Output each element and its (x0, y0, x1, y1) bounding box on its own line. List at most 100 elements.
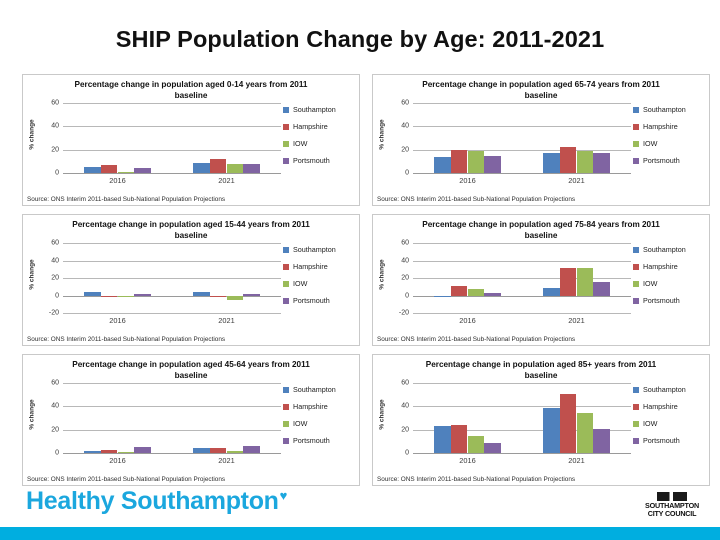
bar-iow-2021 (576, 267, 594, 296)
legend-item-hampshire[interactable]: Hampshire (633, 258, 705, 275)
bar-hampshire-2016 (450, 285, 468, 296)
bar-hampshire-2021 (209, 295, 227, 298)
legend-label: Portsmouth (643, 156, 680, 165)
page-title: SHIP Population Change by Age: 2011-2021 (115, 26, 605, 52)
legend-swatch-icon (283, 140, 289, 147)
bar-southampton-2021 (542, 287, 560, 296)
legend-label: IOW (293, 139, 308, 148)
legend-label: IOW (643, 419, 658, 428)
bar-hampshire-2021 (209, 448, 227, 453)
chart-source-note: Source: ONS Interim 2011-based Sub-Natio… (27, 476, 226, 483)
legend-item-southampton[interactable]: Southampton (633, 241, 705, 258)
x-axis-tick: 2021 (568, 456, 585, 465)
bar-portsmouth-2021 (593, 281, 611, 296)
legend-item-hampshire[interactable]: Hampshire (283, 118, 355, 135)
bar-hampshire-2016 (100, 449, 118, 453)
legend-label: Hampshire (643, 262, 678, 271)
legend-label: Portsmouth (643, 296, 680, 305)
legend-item-hampshire[interactable]: Hampshire (633, 118, 705, 135)
legend-swatch-icon (633, 403, 639, 410)
chart-legend: Southampton Hampshire IOW Portsmouth (283, 101, 355, 169)
y-axis-tick: 40 (51, 122, 59, 130)
chart-title: Percentage change in population aged 15-… (29, 219, 353, 241)
legend-item-iow[interactable]: IOW (633, 135, 705, 152)
legend-item-southampton[interactable]: Southampton (283, 101, 355, 118)
legend-item-southampton[interactable]: Southampton (633, 381, 705, 398)
chart-title: Percentage change in population aged 75-… (379, 219, 703, 241)
legend-item-iow[interactable]: IOW (633, 415, 705, 432)
y-axis-tick: 0 (55, 292, 59, 299)
gridline (413, 173, 631, 174)
gridline (413, 383, 631, 384)
x-axis-tick: 2021 (218, 456, 235, 465)
legend-swatch-icon (633, 386, 639, 393)
bar-southampton-2016 (433, 295, 451, 298)
legend-item-portsmouth[interactable]: Portsmouth (633, 152, 705, 169)
y-axis-tick: 20 (51, 274, 59, 282)
legend-item-southampton[interactable]: Southampton (633, 101, 705, 118)
legend-item-southampton[interactable]: Southampton (283, 241, 355, 258)
bar-iow-2021 (576, 413, 594, 453)
chart-subtitle: baseline (524, 371, 558, 380)
legend-item-iow[interactable]: IOW (283, 415, 355, 432)
gridline (413, 260, 631, 262)
council-crest-icon (657, 492, 687, 501)
x-axis-tick: 2016 (109, 316, 126, 325)
legend-item-iow[interactable]: IOW (283, 275, 355, 292)
chart-subtitle: baseline (174, 91, 208, 100)
y-axis-tick: 60 (401, 239, 409, 247)
legend-item-portsmouth[interactable]: Portsmouth (283, 292, 355, 309)
gridline (63, 453, 281, 454)
chart-title-main: Percentage change in population aged 45-… (72, 360, 310, 369)
bar-portsmouth-2021 (593, 428, 611, 453)
legend-item-hampshire[interactable]: Hampshire (283, 258, 355, 275)
y-axis-tick: 20 (401, 146, 409, 154)
bar-southampton-2016 (83, 167, 101, 173)
legend-label: Southampton (293, 105, 336, 114)
bar-portsmouth-2016 (484, 442, 502, 453)
legend-swatch-icon (633, 420, 639, 427)
legend-item-hampshire[interactable]: Hampshire (633, 398, 705, 415)
chart-title-main: Percentage change in population aged 0-1… (74, 80, 308, 89)
chart-title: Percentage change in population aged 45-… (29, 359, 353, 381)
x-axis-tick: 2021 (568, 176, 585, 185)
gridline (63, 260, 281, 262)
legend-label: Portsmouth (293, 436, 330, 445)
y-axis-tick: 60 (51, 379, 59, 387)
legend-label: Southampton (293, 245, 336, 254)
legend-item-portsmouth[interactable]: Portsmouth (283, 152, 355, 169)
legend-item-portsmouth[interactable]: Portsmouth (633, 292, 705, 309)
gridline (413, 313, 631, 314)
bar-hampshire-2016 (450, 425, 468, 453)
bar-portsmouth-2021 (243, 446, 261, 453)
y-axis-tick: 40 (401, 402, 409, 410)
legend-label: IOW (293, 419, 308, 428)
legend-item-portsmouth[interactable]: Portsmouth (283, 432, 355, 449)
bar-southampton-2016 (433, 426, 451, 453)
y-axis-tick: 40 (401, 257, 409, 264)
southampton-city-council-logo: SOUTHAMPTON CITY COUNCIL (641, 488, 703, 522)
legend-swatch-icon (633, 140, 639, 147)
chart-source-note: Source: ONS Interim 2011-based Sub-Natio… (27, 336, 226, 343)
legend-item-southampton[interactable]: Southampton (283, 381, 355, 398)
chart-source-note: Source: ONS Interim 2011-based Sub-Natio… (27, 196, 226, 203)
legend-item-iow[interactable]: IOW (633, 275, 705, 292)
legend-item-hampshire[interactable]: Hampshire (283, 398, 355, 415)
legend-item-portsmouth[interactable]: Portsmouth (633, 432, 705, 449)
bar-southampton-2021 (192, 292, 210, 296)
brand-text: Healthy Southampton (26, 487, 279, 515)
bar-iow-2016 (117, 171, 135, 173)
legend-swatch-icon (633, 263, 639, 270)
legend-item-iow[interactable]: IOW (283, 135, 355, 152)
bar-southampton-2021 (542, 153, 560, 173)
gridline (63, 278, 281, 279)
chart-panel-age-45-64: Percentage change in population aged 45-… (22, 354, 360, 486)
gridline (63, 429, 281, 431)
gridline (63, 313, 281, 314)
bar-hampshire-2021 (559, 393, 577, 453)
bar-portsmouth-2021 (243, 293, 261, 296)
y-axis-tick: 60 (401, 379, 409, 387)
legend-swatch-icon (283, 386, 289, 393)
legend-label: Portsmouth (293, 296, 330, 305)
council-logo-line-2: CITY COUNCIL (647, 509, 697, 518)
